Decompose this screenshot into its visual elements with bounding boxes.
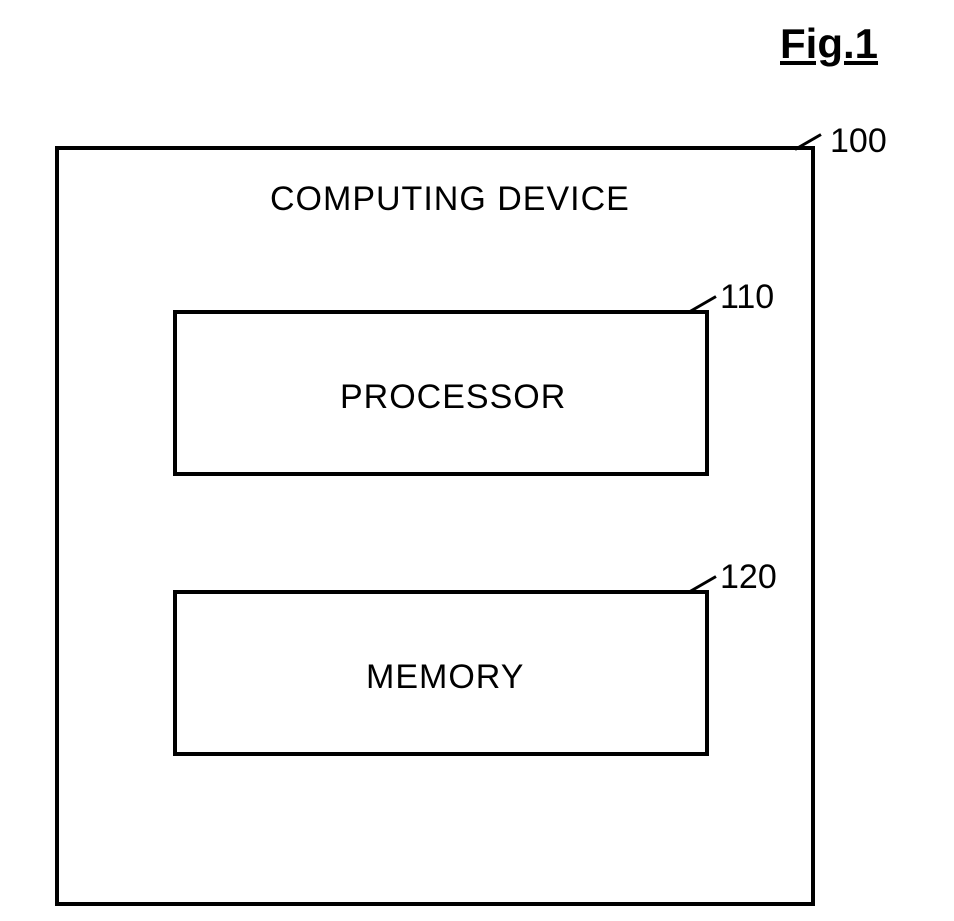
memory-label: MEMORY <box>366 658 524 697</box>
computing-device-label: COMPUTING DEVICE <box>270 180 630 219</box>
processor-label: PROCESSOR <box>340 378 566 417</box>
processor-ref: 110 <box>720 278 774 317</box>
computing-device-box <box>55 146 815 906</box>
figure-label: Fig.1 <box>780 20 878 68</box>
computing-device-ref: 100 <box>830 122 887 161</box>
memory-ref: 120 <box>720 558 777 597</box>
